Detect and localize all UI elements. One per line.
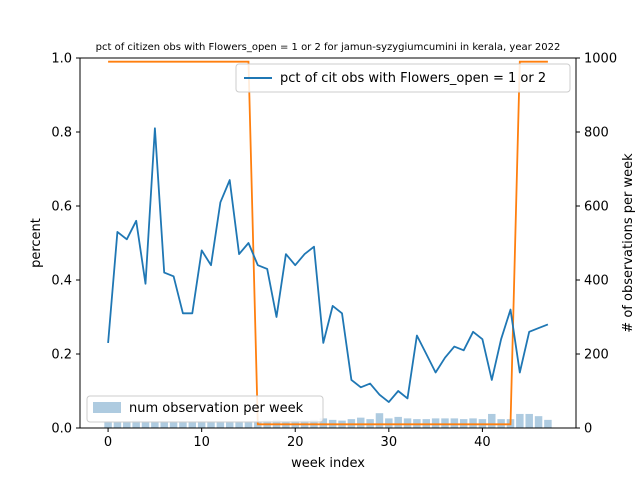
legend-bottom-swatch xyxy=(93,402,121,413)
obs-bar-12 xyxy=(216,421,225,428)
obs-bar-6 xyxy=(160,421,168,428)
obs-bar-39 xyxy=(469,418,477,428)
obs-bar-4 xyxy=(141,421,150,428)
y2-tick-label-800: 800 xyxy=(584,126,609,141)
y2-tick-label-0: 0 xyxy=(584,422,592,437)
y-axis-label: percent xyxy=(29,218,44,268)
legend-top: pct of cit obs with Flowers_open = 1 or … xyxy=(235,63,571,93)
legend-bottom: num observation per week xyxy=(86,395,324,423)
x-axis-label: week index xyxy=(291,456,365,471)
y-tick-label-1.0: 1.0 xyxy=(51,52,72,67)
legend-top-frame xyxy=(235,63,571,93)
y2-tick-label-200: 200 xyxy=(584,348,609,363)
obs-bar-29 xyxy=(375,413,384,428)
x-tick-label-10: 10 xyxy=(193,435,210,450)
y2-tick-label-600: 600 xyxy=(584,200,609,215)
y-tick-label-0.0: 0.0 xyxy=(51,422,72,437)
x-tick-label-20: 20 xyxy=(287,435,304,450)
obs-bar-27 xyxy=(357,417,365,428)
obs-bar-9 xyxy=(188,421,197,428)
obs-bar-37 xyxy=(450,418,459,428)
obs-bar-1 xyxy=(113,422,122,428)
y-tick-label-0.2: 0.2 xyxy=(51,348,72,363)
y-tick-label-0.6: 0.6 xyxy=(51,200,72,215)
plot-frame xyxy=(79,57,577,429)
legend-top-label: pct of cit obs with Flowers_open = 1 or … xyxy=(280,71,546,86)
obs-bar-32 xyxy=(403,418,412,428)
obs-bar-2 xyxy=(123,421,131,428)
y2-tick-label-400: 400 xyxy=(584,274,609,289)
y-tick-label-0.8: 0.8 xyxy=(51,126,72,141)
obs-bar-36 xyxy=(441,418,449,428)
orange-step-line xyxy=(108,60,548,426)
obs-bar-0 xyxy=(104,421,112,428)
pct-line xyxy=(107,127,549,404)
obs-bar-41 xyxy=(488,413,496,428)
obs-bar-30 xyxy=(385,418,393,428)
obs-bar-44 xyxy=(516,413,524,428)
obs-bar-45 xyxy=(525,413,533,428)
obs-bar-13 xyxy=(225,421,234,428)
legend-bottom-label: num observation per week xyxy=(129,401,304,416)
obs-bar-5 xyxy=(151,421,159,428)
obs-bar-10 xyxy=(197,421,206,428)
obs-bar-23 xyxy=(319,418,328,428)
obs-bar-15 xyxy=(244,421,253,428)
chart-title: pct of citizen obs with Flowers_open = 1… xyxy=(96,42,561,53)
obs-bar-35 xyxy=(431,418,440,428)
obs-bar-47 xyxy=(544,419,552,428)
axes-ticks: 0 10 20 30 40 0.0 0.2 0.4 0.6 0.8 1.0 0 200 400 600 800… xyxy=(51,52,617,451)
obs-bar-14 xyxy=(235,421,243,428)
y2-tick-label-1000: 1000 xyxy=(584,52,617,67)
plot-area xyxy=(104,60,552,428)
x-tick-label-30: 30 xyxy=(381,435,398,450)
x-tick-label-40: 40 xyxy=(474,435,491,450)
obs-bar-7 xyxy=(169,421,178,428)
obs-bar-46 xyxy=(534,416,543,428)
legend-bottom-frame xyxy=(86,395,324,423)
obs-bar-3 xyxy=(132,420,140,428)
y2-axis-label: # of observations per week xyxy=(621,153,636,333)
x-tick-label-0: 0 xyxy=(104,435,112,450)
obs-bar-11 xyxy=(207,421,215,428)
obs-bar-8 xyxy=(179,421,187,428)
obs-bar-31 xyxy=(394,416,402,428)
y-tick-label-0.4: 0.4 xyxy=(51,274,72,289)
